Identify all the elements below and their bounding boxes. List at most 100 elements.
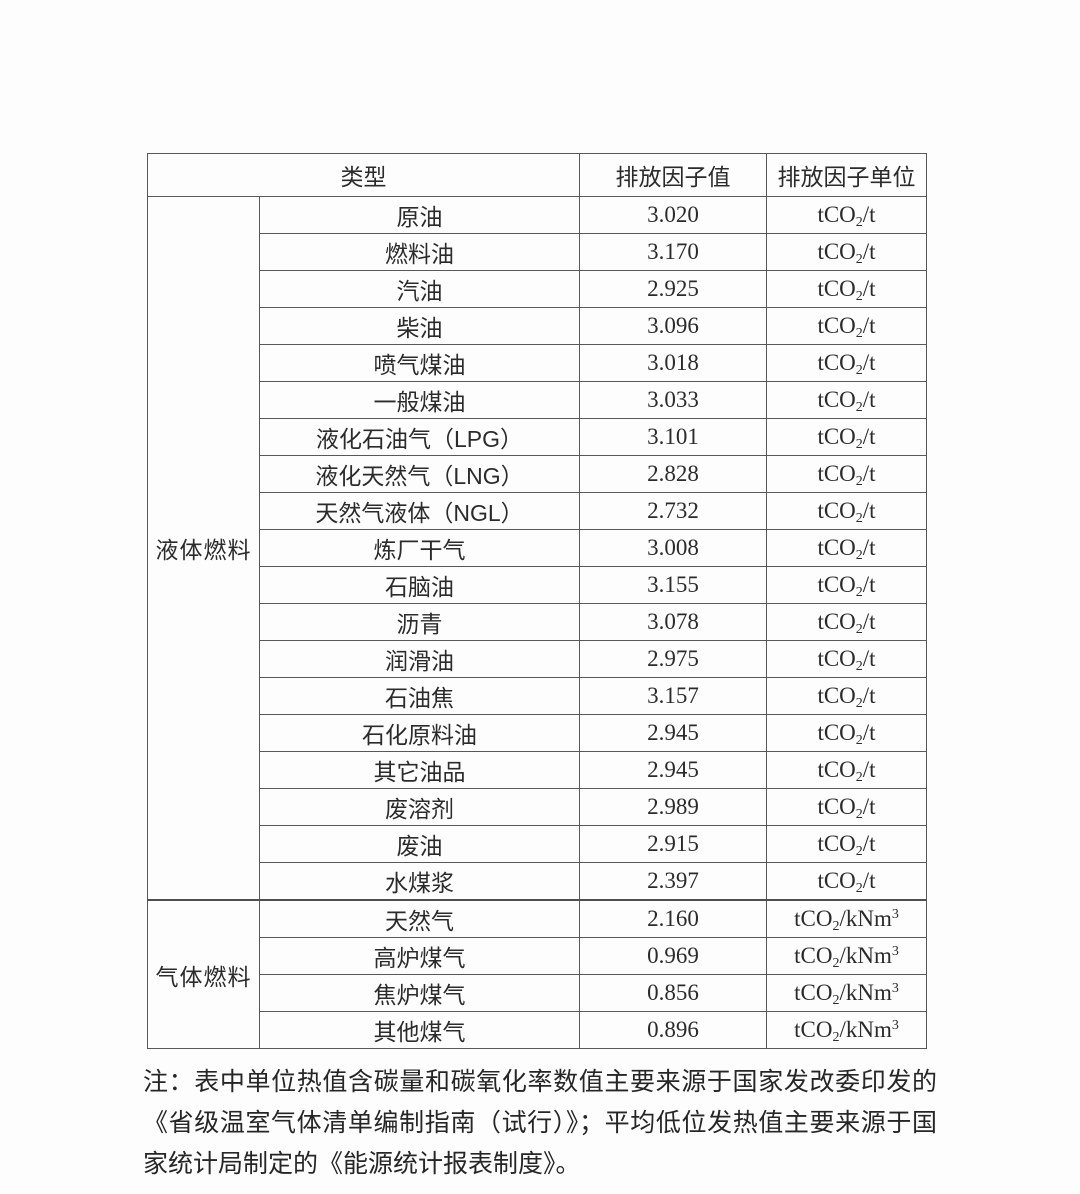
table-row: 水煤浆 2.397 tCO2/t: [148, 862, 927, 901]
factor-value-cell: 3.101: [579, 418, 767, 456]
factor-unit-cell: tCO2/t: [766, 714, 927, 752]
factor-unit-cell: tCO2/kNm3: [766, 1011, 927, 1049]
factor-value-cell: 2.397: [579, 862, 767, 901]
factor-value-cell: 0.896: [579, 1011, 767, 1049]
fuel-name-cell: 润滑油: [259, 640, 580, 678]
factor-value-cell: 3.096: [579, 307, 767, 345]
factor-unit-cell: tCO2/t: [766, 492, 927, 530]
factor-value-cell: 0.969: [579, 937, 767, 975]
table-row: 废溶剂 2.989 tCO2/t: [148, 788, 927, 826]
fuel-name-cell: 液化天然气（LNG）: [259, 455, 580, 493]
factor-unit-cell: tCO2/t: [766, 381, 927, 419]
fuel-name-cell: 废油: [259, 825, 580, 863]
table-row: 高炉煤气 0.969 tCO2/kNm3: [148, 937, 927, 975]
factor-unit-cell: tCO2/t: [766, 677, 927, 715]
factor-unit-cell: tCO2/kNm3: [766, 974, 927, 1012]
factor-value-cell: 2.160: [579, 899, 767, 938]
fuel-name-cell: 沥青: [259, 603, 580, 641]
factor-value-cell: 3.018: [579, 344, 767, 382]
factor-value-cell: 2.925: [579, 270, 767, 308]
table-row: 石化原料油 2.945 tCO2/t: [148, 714, 927, 752]
fuel-name-cell: 喷气煤油: [259, 344, 580, 382]
fuel-name-cell: 焦炉煤气: [259, 974, 580, 1012]
table-row: 天然气液体（NGL） 2.732 tCO2/t: [148, 492, 927, 530]
factor-unit-cell: tCO2/t: [766, 455, 927, 493]
emission-factor-table: 类型 排放因子值 排放因子单位 液体燃料 原油 3.020 tCO2/t 燃料油 3.17…: [147, 153, 927, 1049]
fuel-name-cell: 柴油: [259, 307, 580, 345]
fuel-name-cell: 水煤浆: [259, 862, 580, 901]
factor-value-cell: 2.732: [579, 492, 767, 530]
factor-value-cell: 2.989: [579, 788, 767, 826]
table-row: 汽油 2.925 tCO2/t: [148, 270, 927, 308]
fuel-group-label: 液体燃料: [147, 196, 260, 901]
table-row: 燃料油 3.170 tCO2/t: [148, 233, 927, 271]
factor-value-cell: 2.945: [579, 714, 767, 752]
factor-unit-cell: tCO2/t: [766, 196, 927, 234]
factor-unit-cell: tCO2/t: [766, 566, 927, 604]
factor-unit-cell: tCO2/kNm3: [766, 937, 927, 975]
table-row: 炼厂干气 3.008 tCO2/t: [148, 529, 927, 567]
fuel-name-cell: 石化原料油: [259, 714, 580, 752]
factor-unit-cell: tCO2/t: [766, 529, 927, 567]
factor-unit-cell: tCO2/t: [766, 788, 927, 826]
factor-unit-cell: tCO2/t: [766, 603, 927, 641]
table-row: 液体燃料 原油 3.020 tCO2/t: [147, 196, 927, 901]
factor-value-cell: 2.975: [579, 640, 767, 678]
table-row: 柴油 3.096 tCO2/t: [148, 307, 927, 345]
factor-unit-cell: tCO2/kNm3: [766, 899, 927, 938]
factor-value-cell: 3.033: [579, 381, 767, 419]
table-row: 其他煤气 0.896 tCO2/kNm3: [148, 1011, 927, 1049]
table-row: 石油焦 3.157 tCO2/t: [148, 677, 927, 715]
table-row: 液化天然气（LNG） 2.828 tCO2/t: [148, 455, 927, 493]
fuel-name-cell: 石脑油: [259, 566, 580, 604]
header-cell-factor-unit: 排放因子单位: [766, 153, 927, 197]
factor-unit-cell: tCO2/t: [766, 640, 927, 678]
header-row: 类型 排放因子值 排放因子单位: [147, 153, 927, 197]
emission-factor-table-container: 类型 排放因子值 排放因子单位 液体燃料 原油 3.020 tCO2/t 燃料油 3.17…: [147, 153, 927, 1049]
factor-value-cell: 3.020: [579, 196, 767, 234]
table-body: 液体燃料 原油 3.020 tCO2/t 燃料油 3.170 tCO2/t 汽油 2.925 tC…: [147, 196, 927, 1049]
table-row: 废油 2.915 tCO2/t: [148, 825, 927, 863]
fuel-name-cell: 天然气液体（NGL）: [259, 492, 580, 530]
factor-value-cell: 2.915: [579, 825, 767, 863]
fuel-name-cell: 燃料油: [259, 233, 580, 271]
fuel-name-cell: 高炉煤气: [259, 937, 580, 975]
factor-value-cell: 3.155: [579, 566, 767, 604]
factor-unit-cell: tCO2/t: [766, 233, 927, 271]
table-row: 润滑油 2.975 tCO2/t: [148, 640, 927, 678]
header-cell-factor-value: 排放因子值: [579, 153, 767, 197]
table-header: 类型 排放因子值 排放因子单位: [147, 153, 927, 197]
table-row: 焦炉煤气 0.856 tCO2/kNm3: [148, 974, 927, 1012]
factor-unit-cell: tCO2/t: [766, 825, 927, 863]
fuel-name-cell: 一般煤油: [259, 381, 580, 419]
fuel-name-cell: 其它油品: [259, 751, 580, 789]
table-row: 气体燃料 天然气 2.160 tCO2/kNm3: [147, 899, 927, 1049]
factor-value-cell: 3.170: [579, 233, 767, 271]
fuel-group-label: 气体燃料: [147, 899, 260, 1049]
factor-unit-cell: tCO2/t: [766, 307, 927, 345]
factor-unit-cell: tCO2/t: [766, 862, 927, 901]
fuel-name-cell: 炼厂干气: [259, 529, 580, 567]
factor-value-cell: 3.157: [579, 677, 767, 715]
fuel-name-cell: 原油: [259, 196, 580, 234]
footnote: 注：表中单位热值含碳量和碳氧化率数值主要来源于国家发改委印发的《省级温室气体清单…: [143, 1068, 937, 1178]
factor-unit-cell: tCO2/t: [766, 751, 927, 789]
fuel-name-cell: 废溶剂: [259, 788, 580, 826]
fuel-name-cell: 其他煤气: [259, 1011, 580, 1049]
factor-value-cell: 2.828: [579, 455, 767, 493]
factor-value-cell: 2.945: [579, 751, 767, 789]
fuel-name-cell: 天然气: [259, 899, 580, 938]
table-row: 液化石油气（LPG） 3.101 tCO2/t: [148, 418, 927, 456]
factor-unit-cell: tCO2/t: [766, 270, 927, 308]
factor-unit-cell: tCO2/t: [766, 344, 927, 382]
table-row: 喷气煤油 3.018 tCO2/t: [148, 344, 927, 382]
table-row: 石脑油 3.155 tCO2/t: [148, 566, 927, 604]
fuel-name-cell: 汽油: [259, 270, 580, 308]
factor-value-cell: 3.078: [579, 603, 767, 641]
table-row: 一般煤油 3.033 tCO2/t: [148, 381, 927, 419]
table-row: 其它油品 2.945 tCO2/t: [148, 751, 927, 789]
header-cell-type: 类型: [147, 153, 580, 197]
factor-value-cell: 0.856: [579, 974, 767, 1012]
factor-value-cell: 3.008: [579, 529, 767, 567]
